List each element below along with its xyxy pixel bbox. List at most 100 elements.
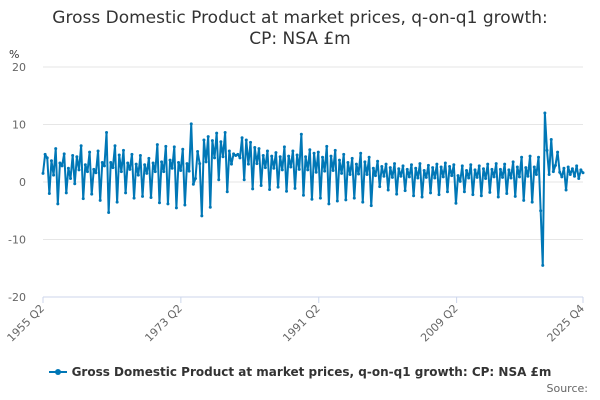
data-point[interactable] bbox=[437, 193, 441, 197]
data-point[interactable] bbox=[136, 173, 140, 177]
data-point[interactable] bbox=[473, 168, 477, 172]
data-point[interactable] bbox=[54, 147, 58, 151]
data-point[interactable] bbox=[333, 148, 337, 152]
data-point[interactable] bbox=[378, 185, 382, 189]
data-point[interactable] bbox=[335, 199, 339, 203]
data-point[interactable] bbox=[390, 175, 394, 179]
data-point[interactable] bbox=[556, 150, 560, 154]
data-point[interactable] bbox=[513, 194, 517, 198]
data-point[interactable] bbox=[318, 196, 322, 200]
data-point[interactable] bbox=[371, 166, 375, 170]
data-point[interactable] bbox=[191, 182, 195, 186]
data-point[interactable] bbox=[354, 162, 358, 166]
data-point[interactable] bbox=[575, 164, 579, 168]
data-point[interactable] bbox=[265, 149, 269, 153]
data-point[interactable] bbox=[261, 154, 265, 158]
data-point[interactable] bbox=[401, 164, 405, 168]
data-point[interactable] bbox=[454, 201, 458, 205]
data-point[interactable] bbox=[507, 168, 511, 172]
data-point[interactable] bbox=[517, 175, 521, 179]
data-point[interactable] bbox=[553, 163, 557, 167]
data-point[interactable] bbox=[549, 137, 553, 141]
data-point[interactable] bbox=[94, 171, 98, 175]
data-point[interactable] bbox=[462, 190, 466, 194]
data-point[interactable] bbox=[494, 162, 498, 166]
data-point[interactable] bbox=[90, 192, 94, 196]
data-point[interactable] bbox=[452, 163, 456, 167]
data-point[interactable] bbox=[376, 159, 380, 163]
data-point[interactable] bbox=[85, 170, 89, 174]
data-point[interactable] bbox=[206, 135, 210, 139]
data-point[interactable] bbox=[109, 160, 113, 164]
data-point[interactable] bbox=[551, 170, 555, 174]
data-point[interactable] bbox=[115, 200, 119, 204]
data-point[interactable] bbox=[111, 166, 115, 170]
data-point[interactable] bbox=[369, 204, 373, 208]
data-point[interactable] bbox=[490, 167, 494, 171]
data-point[interactable] bbox=[357, 172, 361, 176]
data-point[interactable] bbox=[157, 201, 161, 205]
data-point[interactable] bbox=[41, 171, 45, 175]
data-point[interactable] bbox=[166, 202, 170, 206]
data-point[interactable] bbox=[213, 156, 217, 160]
data-point[interactable] bbox=[49, 159, 53, 163]
data-point[interactable] bbox=[484, 177, 488, 181]
data-point[interactable] bbox=[60, 164, 64, 168]
data-point[interactable] bbox=[299, 132, 303, 136]
data-point[interactable] bbox=[177, 160, 181, 164]
data-point[interactable] bbox=[204, 160, 208, 164]
data-point[interactable] bbox=[128, 167, 132, 171]
data-point[interactable] bbox=[289, 165, 293, 169]
data-point[interactable] bbox=[426, 163, 430, 167]
data-point[interactable] bbox=[251, 187, 255, 191]
data-point[interactable] bbox=[422, 169, 426, 172]
data-point[interactable] bbox=[193, 177, 197, 181]
data-point[interactable] bbox=[564, 188, 568, 192]
data-point[interactable] bbox=[172, 145, 176, 149]
data-point[interactable] bbox=[346, 160, 350, 164]
data-point[interactable] bbox=[501, 175, 505, 179]
data-point[interactable] bbox=[433, 176, 437, 180]
data-point[interactable] bbox=[134, 162, 138, 166]
data-point[interactable] bbox=[174, 206, 178, 210]
data-point[interactable] bbox=[121, 148, 125, 152]
data-point[interactable] bbox=[534, 173, 538, 177]
data-point[interactable] bbox=[363, 160, 367, 164]
data-point[interactable] bbox=[537, 155, 541, 159]
data-point[interactable] bbox=[52, 173, 56, 177]
data-point[interactable] bbox=[486, 162, 490, 166]
data-point[interactable] bbox=[435, 162, 439, 166]
data-point[interactable] bbox=[367, 155, 371, 159]
data-point[interactable] bbox=[450, 174, 454, 178]
data-point[interactable] bbox=[547, 173, 551, 177]
data-point[interactable] bbox=[403, 189, 407, 193]
data-point[interactable] bbox=[287, 154, 291, 158]
data-point[interactable] bbox=[543, 111, 547, 115]
data-point[interactable] bbox=[581, 171, 585, 175]
data-point[interactable] bbox=[492, 175, 496, 179]
data-point[interactable] bbox=[397, 167, 401, 171]
data-point[interactable] bbox=[232, 152, 236, 156]
data-point[interactable] bbox=[253, 146, 257, 149]
data-point[interactable] bbox=[98, 198, 102, 202]
data-point[interactable] bbox=[522, 198, 526, 202]
data-point[interactable] bbox=[331, 169, 335, 172]
data-point[interactable] bbox=[145, 171, 149, 175]
data-point[interactable] bbox=[365, 173, 369, 177]
data-point[interactable] bbox=[515, 165, 519, 169]
data-point[interactable] bbox=[386, 188, 390, 192]
data-point[interactable] bbox=[528, 154, 532, 158]
data-point[interactable] bbox=[221, 155, 225, 159]
data-point[interactable] bbox=[227, 149, 231, 153]
data-point[interactable] bbox=[229, 162, 233, 166]
data-point[interactable] bbox=[321, 155, 325, 159]
data-point[interactable] bbox=[342, 152, 346, 156]
data-point[interactable] bbox=[185, 162, 189, 166]
data-point[interactable] bbox=[56, 202, 60, 206]
data-point[interactable] bbox=[160, 160, 164, 164]
data-point[interactable] bbox=[151, 161, 155, 165]
data-point[interactable] bbox=[477, 164, 481, 168]
data-point[interactable] bbox=[88, 150, 92, 154]
data-point[interactable] bbox=[170, 166, 174, 170]
data-point[interactable] bbox=[141, 194, 145, 198]
